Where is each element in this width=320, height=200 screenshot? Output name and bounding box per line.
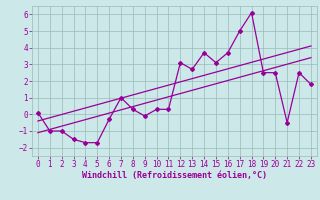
X-axis label: Windchill (Refroidissement éolien,°C): Windchill (Refroidissement éolien,°C) [82, 171, 267, 180]
